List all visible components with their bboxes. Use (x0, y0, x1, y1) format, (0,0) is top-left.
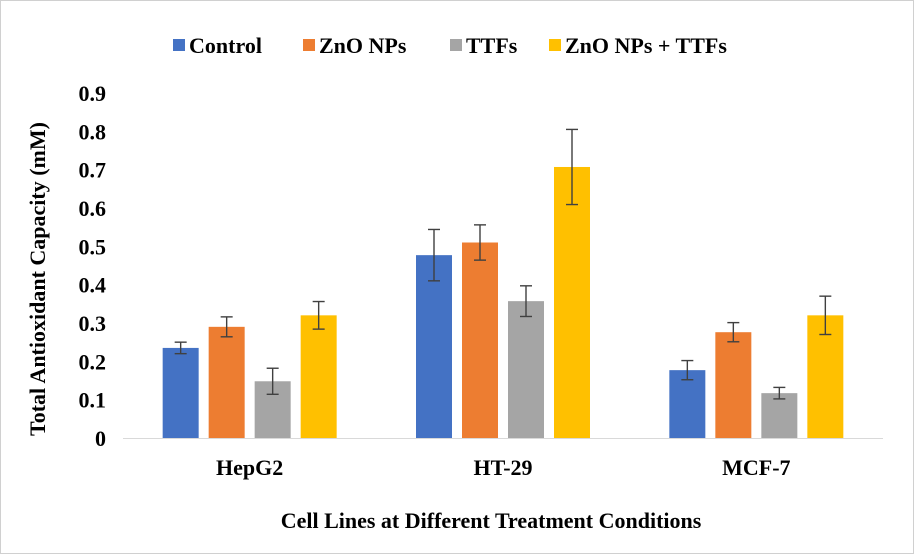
error-bar (819, 295, 832, 336)
legend-label: ZnO NPs + TTFs (565, 33, 727, 58)
legend-label: TTFs (466, 33, 518, 58)
x-axis-title: Cell Lines at Different Treatment Condit… (281, 508, 702, 533)
error-bar (174, 341, 187, 355)
y-tick-label: 0.6 (79, 196, 107, 221)
bar-mcf-7-zno-nps-ttfs (807, 315, 844, 438)
bar-hepg2-control (162, 347, 199, 438)
legend-swatch (450, 39, 462, 51)
bar-mcf-7-control (669, 370, 706, 438)
bar-ht-29-control (416, 255, 452, 438)
legend: Control ZnO NPs TTFs ZnO NPs + TTFs (173, 33, 727, 58)
x-tick-label: HepG2 (216, 455, 283, 480)
legend-swatch (303, 39, 315, 51)
error-bar (312, 300, 325, 330)
error-bar (474, 224, 486, 261)
y-tick-label: 0.4 (79, 273, 107, 298)
error-bar (520, 285, 532, 318)
y-axis: 0 0.1 0.2 0.3 0.4 0.5 0.6 0.7 0.8 0.9 (79, 81, 107, 451)
y-tick-label: 0.7 (79, 158, 107, 183)
error-bar (266, 367, 279, 395)
error-bar (681, 359, 694, 381)
legend-label: Control (189, 33, 262, 58)
bar-mcf-7-ttfs (761, 393, 798, 438)
bar-ht-29-zno-nps (462, 242, 498, 438)
bar-ht-29-ttfs (508, 301, 544, 438)
y-tick-label: 0.3 (79, 311, 107, 336)
bar-hepg2-zno-nps (208, 326, 245, 438)
x-axis: HepG2 HT-29 MCF-7 (123, 438, 883, 480)
y-tick-label: 0.8 (79, 119, 107, 144)
error-bar (773, 386, 786, 400)
bar-ht-29-zno-nps-ttfs (554, 166, 590, 438)
y-axis-title: Total Antioxidant Capacity (mM) (25, 122, 50, 436)
bars (162, 128, 844, 438)
y-tick-label: 0.5 (79, 234, 107, 259)
error-bar (428, 228, 440, 282)
bar-mcf-7-zno-nps (715, 332, 752, 438)
bar-hepg2-zno-nps-ttfs (300, 315, 337, 438)
y-tick-label: 0.9 (79, 81, 107, 106)
x-tick-label: MCF-7 (722, 455, 790, 480)
error-bar (727, 321, 740, 343)
x-tick-label: HT-29 (473, 455, 532, 480)
legend-swatch (549, 39, 561, 51)
y-tick-label: 0 (95, 426, 106, 451)
y-tick-label: 0.2 (79, 349, 107, 374)
legend-swatch (173, 39, 185, 51)
y-tick-label: 0.1 (79, 388, 107, 413)
error-bar (566, 128, 578, 206)
legend-label: ZnO NPs (319, 33, 407, 58)
error-bar (220, 316, 233, 338)
